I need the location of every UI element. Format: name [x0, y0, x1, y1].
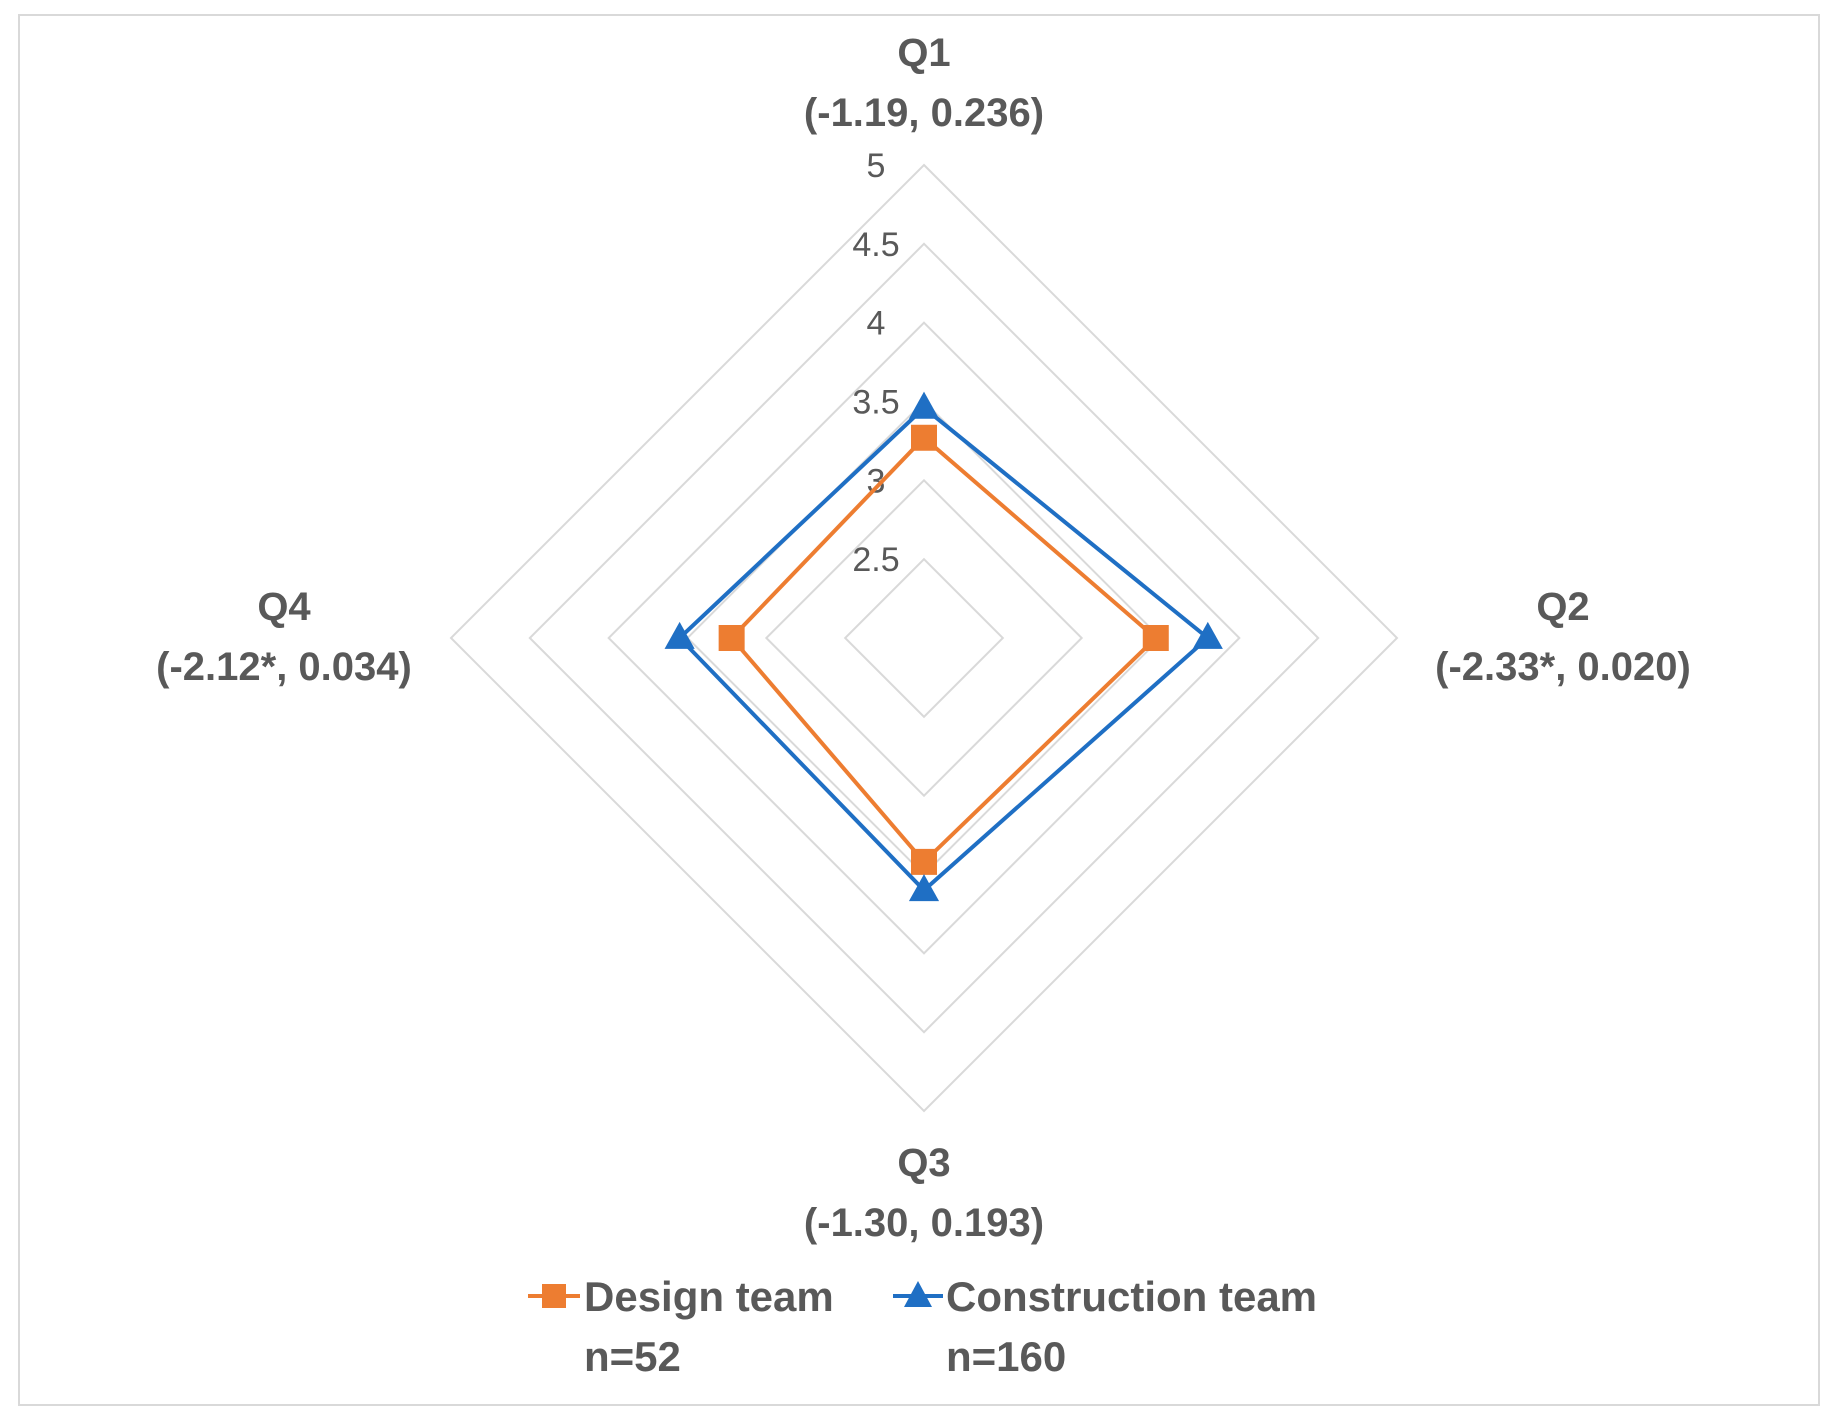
series-layer	[664, 391, 1223, 902]
legend-n-1: n=160	[946, 1333, 1066, 1380]
tick-label-5: 5	[867, 147, 886, 185]
grid-ring-1	[764, 478, 1084, 798]
series-line-1	[676, 405, 1211, 894]
legend: Design team n=52 Construction team n=160	[528, 1273, 1317, 1380]
data-point-0-q1	[911, 424, 937, 451]
tick-label-2: 3.5	[852, 384, 899, 422]
grid-ring-4	[528, 242, 1320, 1034]
data-point-1-q1	[908, 391, 940, 419]
legend-label-1: Construction team	[946, 1273, 1317, 1320]
legend-item-0: Design team n=52	[528, 1273, 834, 1380]
category-stats-q1: (-1.19, 0.236)	[804, 91, 1044, 135]
legend-item-1: Construction team n=160	[893, 1273, 1317, 1380]
category-labels: Q1 (-1.19, 0.236) Q2 (-2.33*, 0.020) Q3 (-1.3…	[156, 31, 1691, 1245]
tick-label-4: 4.5	[852, 226, 899, 264]
data-point-0-q3	[911, 848, 937, 875]
grid-layer	[449, 163, 1399, 1113]
series-0	[718, 424, 1169, 875]
legend-marker-0	[542, 1284, 566, 1308]
category-stats-q2: (-2.33*, 0.020)	[1435, 645, 1691, 689]
tick-label-0: 2.5	[852, 541, 899, 579]
legend-n-0: n=52	[584, 1333, 681, 1380]
data-point-0-q2	[1142, 625, 1169, 651]
grid-ring-5	[449, 163, 1399, 1113]
data-point-1-q4	[664, 621, 695, 649]
category-label-q4: Q4	[257, 585, 311, 629]
legend-label-0: Design team	[584, 1273, 834, 1320]
series-1	[664, 391, 1223, 902]
grid-ring-3	[607, 321, 1241, 955]
data-point-0-q4	[718, 625, 745, 651]
category-label-q2: Q2	[1536, 585, 1589, 629]
category-stats-q3: (-1.30, 0.193)	[804, 1201, 1044, 1245]
tick-labels: 2.533.544.55	[852, 147, 899, 579]
data-point-1-q3	[908, 874, 940, 902]
chart-frame	[18, 14, 1820, 1406]
legend-marker-1	[904, 1281, 932, 1307]
grid-ring-0	[843, 557, 1005, 719]
tick-label-3: 4	[867, 305, 886, 343]
category-label-q3: Q3	[897, 1141, 950, 1185]
category-stats-q4: (-2.12*, 0.034)	[156, 645, 412, 689]
data-point-1-q2	[1192, 621, 1223, 649]
category-label-q1: Q1	[897, 31, 950, 75]
grid-ring-2	[686, 400, 1162, 876]
